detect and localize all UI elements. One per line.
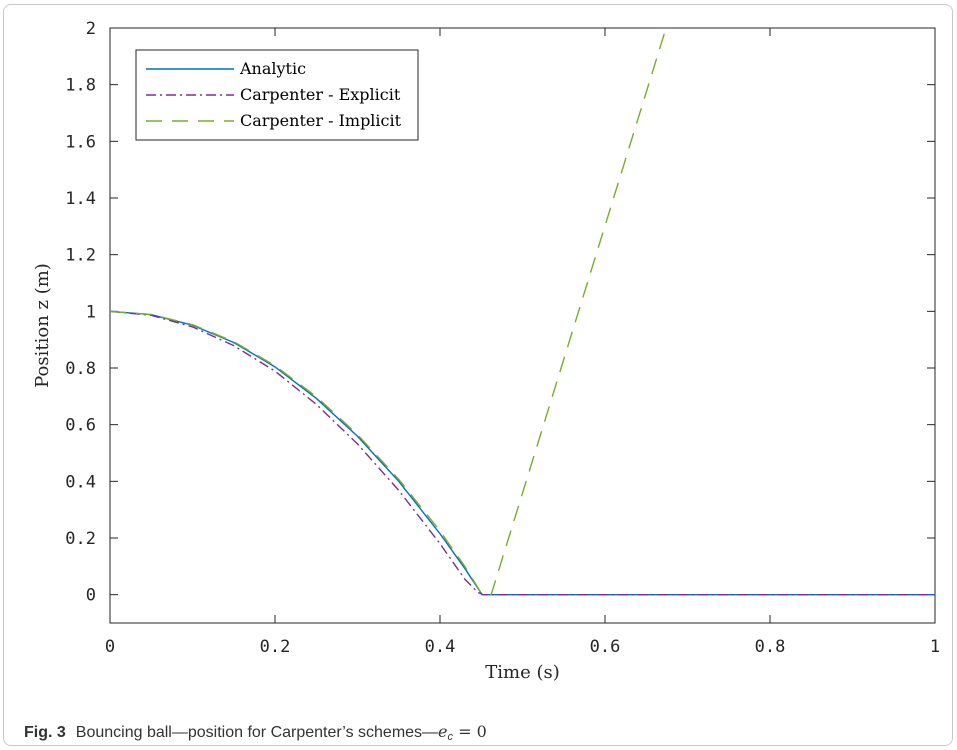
- series-line-3: [109, 27, 667, 596]
- caption-subscript: c: [447, 731, 454, 743]
- x-axis-label: Time (s): [485, 662, 560, 683]
- y-tick-label: 1.8: [65, 76, 96, 96]
- x-tick-label: 0.4: [425, 637, 456, 657]
- y-tick-label: 1.2: [65, 246, 96, 266]
- chart: 0 0.2 0.4 0.6 0.8 1 0 0.2 0.4 0.6 0.8 1 1.2 1.4 1.6 1.8…: [32, 19, 940, 683]
- y-tick-label: 0.8: [65, 359, 96, 379]
- x-tick-label: 0.8: [755, 637, 786, 657]
- y-tick-label: 0.4: [65, 472, 96, 492]
- caption-text: Bouncing ball—position for Carpenter’s s…: [75, 724, 439, 741]
- legend-entry-1: Analytic: [239, 59, 306, 78]
- series-line-1: [109, 310, 935, 596]
- y-tick-label: 0: [86, 586, 96, 606]
- plot-area-box: [109, 27, 936, 624]
- figure-number: Fig. 3: [24, 724, 66, 741]
- y-tick-label: 1.6: [65, 132, 96, 152]
- figure-caption: Fig. 3 Bouncing ball—position for Carpent…: [24, 722, 487, 743]
- y-tick-label: 1.4: [65, 189, 96, 209]
- legend-entry-3: Carpenter - Implicit: [240, 111, 402, 130]
- series-line-2: [109, 310, 935, 596]
- y-tick-label: 1: [86, 302, 96, 322]
- legend: Analytic Carpenter - Explicit Carpenter - …: [135, 49, 419, 141]
- series-lines: [109, 27, 935, 596]
- y-axis-label: Position z (m): [32, 263, 53, 388]
- caption-symbol: e: [438, 722, 448, 741]
- x-tick-label: 0.2: [260, 637, 291, 657]
- x-tick-label: 0.6: [590, 637, 621, 657]
- y-tick-label: 2: [86, 19, 96, 39]
- legend-entry-2: Carpenter - Explicit: [240, 85, 401, 104]
- legend-box: [135, 49, 419, 141]
- y-tick-label: 0.6: [65, 416, 96, 436]
- y-tick-label: 0.2: [65, 529, 96, 549]
- caption-equation-tail: = 0: [453, 722, 487, 741]
- axes: 0 0.2 0.4 0.6 0.8 1 0 0.2 0.4 0.6 0.8 1 1.2 1.4 1.6 1.8…: [65, 19, 940, 657]
- x-tick-label: 1: [930, 637, 940, 657]
- x-tick-label: 0: [105, 637, 115, 657]
